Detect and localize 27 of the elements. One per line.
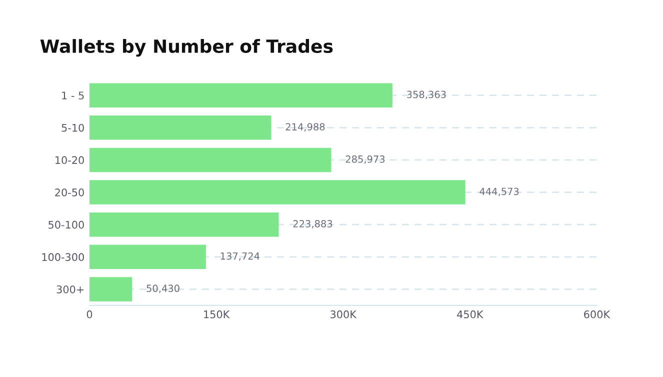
x-tick-label: 0 bbox=[86, 310, 92, 318]
chart-title: Wallets by Number of Trades bbox=[40, 39, 333, 57]
x-tick-label: 450K bbox=[457, 310, 484, 318]
x-tick-label: 600K bbox=[584, 310, 610, 318]
x-tick-label: 150K bbox=[204, 310, 230, 318]
bar bbox=[90, 148, 332, 172]
y-tick-label: 20-50 bbox=[55, 188, 84, 196]
y-tick-label: 50-100 bbox=[48, 220, 84, 229]
data-label: 223,883 bbox=[293, 220, 332, 228]
x-tick-label: 300K bbox=[330, 310, 357, 318]
y-tick-label: 1 - 5 bbox=[62, 92, 84, 100]
data-label: 444,573 bbox=[480, 188, 519, 196]
bar bbox=[90, 83, 392, 108]
y-tick-label: 100-300 bbox=[42, 253, 84, 262]
data-label: 285,973 bbox=[346, 155, 385, 164]
y-tick-label: 10-20 bbox=[56, 156, 84, 164]
data-label: 214,988 bbox=[286, 123, 325, 132]
data-label: 50,430 bbox=[146, 284, 180, 294]
data-label: 137,724 bbox=[220, 252, 260, 261]
bar bbox=[90, 116, 272, 140]
bar bbox=[90, 244, 206, 270]
bar bbox=[90, 277, 132, 302]
y-tick-label: 300+ bbox=[56, 285, 84, 294]
data-label: 358,363 bbox=[407, 90, 446, 100]
y-tick-label: 5-10 bbox=[62, 124, 84, 132]
bar bbox=[90, 212, 279, 237]
bar bbox=[90, 180, 466, 204]
